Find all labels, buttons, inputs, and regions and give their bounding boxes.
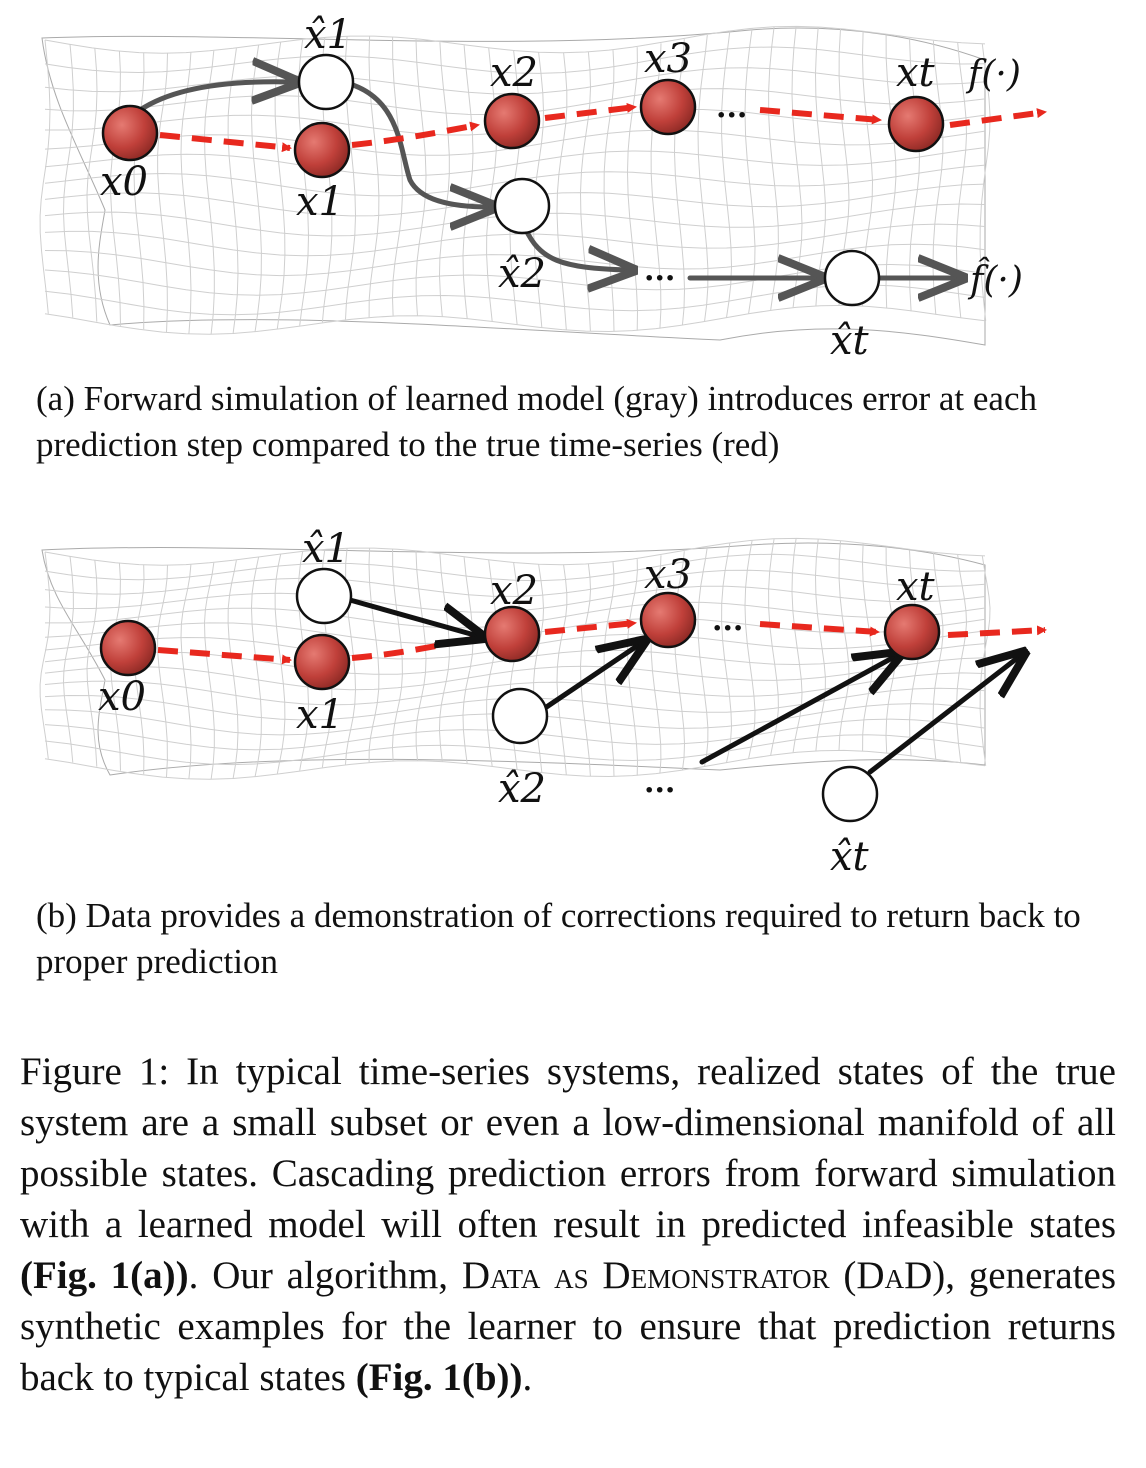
label-xt: xt	[896, 50, 936, 96]
caption-text-2: . Our algorithm,	[188, 1254, 462, 1297]
fig-ref-b[interactable]: (Fig. 1(b))	[355, 1356, 523, 1399]
dots-top-a: ···	[716, 98, 747, 133]
correction-arrows	[347, 597, 1020, 775]
figure-panel-b: x0 x1 x2 x3 xt x̂1 x̂2 x̂t ··· ···	[0, 520, 1146, 890]
node-xhatt	[823, 249, 881, 307]
label-xt-b: xt	[896, 564, 936, 610]
label-x1: x1	[296, 179, 344, 225]
manifold-grid	[41, 27, 986, 346]
dots-top-b: ···	[712, 611, 743, 646]
label-fhat: f̂(·)	[967, 257, 1023, 301]
manifold-grid-b	[41, 542, 986, 776]
node-x3-b	[639, 591, 697, 649]
node-xt-b	[883, 603, 941, 661]
node-xt	[887, 95, 945, 153]
diagram-b: x0 x1 x2 x3 xt x̂1 x̂2 x̂t ··· ···	[39, 526, 1047, 880]
learned-model-path	[137, 82, 958, 278]
label-x1-b: x1	[296, 692, 344, 738]
node-x2-b	[483, 605, 541, 663]
node-x0	[101, 104, 159, 162]
node-xhatt-b	[821, 765, 879, 823]
node-x3	[639, 78, 697, 136]
dots-bottom-b: ···	[644, 773, 675, 808]
label-xhat1: x̂1	[304, 12, 352, 58]
dots-bottom-a: ···	[644, 261, 675, 296]
label-x0-b: x0	[98, 674, 146, 720]
label-xhat1-b: x̂1	[302, 526, 350, 572]
caption-a: (a) Forward simulation of learned model …	[36, 379, 1037, 464]
diagram-a: x0 x1 x2 x3 xt f(·) x̂1 x̂2 x̂t f̂(·) ··…	[39, 12, 1047, 364]
label-x0: x0	[100, 159, 148, 205]
label-xhat2: x̂2	[498, 251, 546, 297]
figure-caption: Figure 1: In typical time-series systems…	[20, 1046, 1116, 1403]
caption-b: (b) Data provides a demonstration of cor…	[36, 896, 1081, 981]
node-x0-b	[99, 619, 157, 677]
algorithm-name: Data as Demonstrator	[461, 1254, 830, 1297]
label-x2-b: x2	[490, 568, 538, 614]
node-x1-b	[293, 633, 351, 691]
node-x2	[483, 92, 541, 150]
label-x3-b: x3	[644, 552, 692, 598]
caption-text-1: Figure 1: In typical time-series systems…	[20, 1050, 1116, 1246]
caption-text-5: .	[522, 1356, 533, 1399]
figure-panel-a: x0 x1 x2 x3 xt f(·) x̂1 x̂2 x̂t f̂(·) ··…	[0, 0, 1146, 375]
caption-text-4: ), generates synthetic examples for the …	[20, 1254, 1117, 1399]
label-xhat2-b: x̂2	[498, 766, 546, 812]
node-x1	[293, 121, 351, 179]
node-xhat1-b	[295, 567, 353, 625]
label-xhatt: x̂t	[830, 318, 870, 364]
node-xhat1	[297, 53, 355, 111]
label-x3: x3	[644, 36, 692, 82]
fig-ref-a[interactable]: (Fig. 1(a))	[20, 1254, 189, 1297]
node-xhat2-b	[491, 687, 549, 745]
label-xhatt-b: x̂t	[830, 834, 870, 880]
label-x2: x2	[490, 50, 538, 96]
label-f: f(·)	[965, 54, 1021, 95]
node-xhat2	[493, 177, 551, 235]
algorithm-abbr: DaD	[856, 1254, 933, 1297]
true-series-path	[159, 103, 1047, 153]
caption-text-3: (	[829, 1254, 857, 1297]
